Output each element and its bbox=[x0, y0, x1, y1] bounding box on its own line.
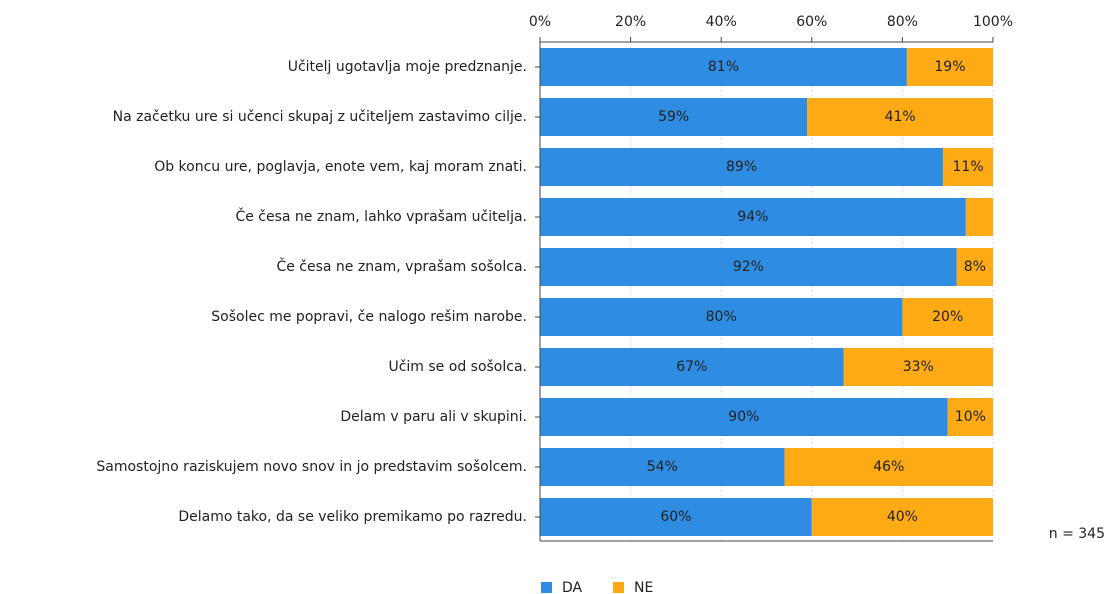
bar-segment bbox=[906, 48, 993, 86]
data-label: 33% bbox=[903, 359, 934, 375]
bar-segment bbox=[540, 298, 903, 336]
data-label: 46% bbox=[873, 459, 904, 475]
y-tick-label: Učim se od sošolca. bbox=[388, 359, 527, 375]
bar-segment bbox=[947, 398, 993, 436]
data-label: 80% bbox=[706, 309, 737, 325]
bar-segment bbox=[540, 348, 844, 386]
data-label: 8% bbox=[964, 259, 986, 275]
x-tick-label: 20% bbox=[615, 14, 646, 30]
bar-segment bbox=[784, 448, 993, 486]
x-tick-label: 0% bbox=[529, 14, 551, 30]
data-label: 41% bbox=[885, 109, 916, 125]
bar-segment bbox=[943, 148, 993, 186]
bar-segment bbox=[540, 498, 812, 536]
data-label: 20% bbox=[932, 309, 963, 325]
y-tick-label: Ob koncu ure, poglavja, enote vem, kaj m… bbox=[154, 159, 527, 175]
data-label: 54% bbox=[647, 459, 678, 475]
x-tick-label: 40% bbox=[706, 14, 737, 30]
data-label: 94% bbox=[737, 209, 768, 225]
data-label: 59% bbox=[658, 109, 689, 125]
y-tick-label: Sošolec me popravi, če nalogo rešim naro… bbox=[211, 309, 527, 325]
data-label: 40% bbox=[887, 509, 918, 525]
bar-segment bbox=[540, 48, 907, 86]
legend-swatch bbox=[541, 582, 552, 593]
bar-segment bbox=[540, 198, 966, 236]
legend-label: NE bbox=[634, 580, 653, 594]
bar-segment bbox=[811, 498, 993, 536]
legend-swatch bbox=[613, 582, 624, 593]
data-label: 11% bbox=[953, 159, 984, 175]
annotation: n = 345 bbox=[1049, 526, 1105, 542]
data-label: 19% bbox=[934, 59, 965, 75]
y-tick-label: Samostojno raziskujem novo snov in jo pr… bbox=[96, 459, 527, 475]
bar-segment bbox=[540, 98, 808, 136]
data-label: 67% bbox=[676, 359, 707, 375]
legend-label: DA bbox=[562, 580, 583, 594]
x-tick-label: 80% bbox=[887, 14, 918, 30]
y-tick-label: Če česa ne znam, vprašam sošolca. bbox=[276, 259, 527, 275]
bar-segment bbox=[843, 348, 993, 386]
x-tick-label: 100% bbox=[973, 14, 1013, 30]
x-tick-label: 60% bbox=[796, 14, 827, 30]
y-tick-label: Če česa ne znam, lahko vprašam učitelja. bbox=[235, 209, 527, 225]
data-label: 89% bbox=[726, 159, 757, 175]
bar-segment bbox=[902, 298, 993, 336]
data-label: 10% bbox=[955, 409, 986, 425]
data-label: 81% bbox=[708, 59, 739, 75]
data-label: 92% bbox=[733, 259, 764, 275]
bar-segment bbox=[807, 98, 993, 136]
bar-segment bbox=[540, 448, 785, 486]
bar-segment bbox=[540, 248, 957, 286]
y-tick-label: Delamo tako, da se veliko premikamo po r… bbox=[178, 509, 527, 525]
bar-segment bbox=[965, 198, 993, 236]
bar-segment bbox=[540, 148, 944, 186]
bar-segment bbox=[540, 398, 948, 436]
data-label: 90% bbox=[728, 409, 759, 425]
y-tick-label: Učitelj ugotavlja moje predznanje. bbox=[287, 59, 527, 75]
y-tick-label: Delam v paru ali v skupini. bbox=[340, 409, 527, 425]
data-label: 60% bbox=[660, 509, 691, 525]
y-tick-label: Na začetku ure si učenci skupaj z učitel… bbox=[112, 109, 527, 125]
bar-segment bbox=[956, 248, 993, 286]
